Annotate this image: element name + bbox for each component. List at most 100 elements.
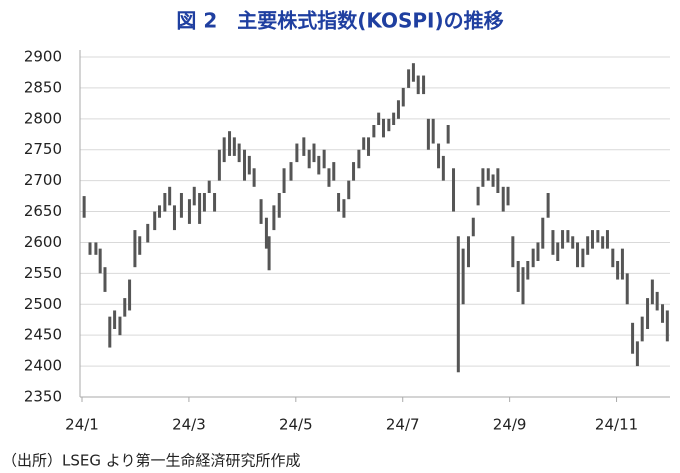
- range-bar: [103, 267, 107, 292]
- range-bar: [213, 193, 217, 212]
- range-bar: [501, 186, 505, 212]
- range-bar: [590, 230, 594, 249]
- range-bar: [337, 193, 341, 212]
- range-bar: [521, 267, 525, 305]
- range-bar: [94, 242, 98, 255]
- range-bar: [88, 242, 92, 255]
- range-bar: [168, 186, 172, 206]
- x-tick-label: 24/3: [172, 416, 206, 434]
- range-bar: [396, 100, 400, 119]
- range-bar: [461, 248, 465, 305]
- range-bar: [381, 118, 385, 138]
- range-bar: [352, 162, 356, 181]
- range-bar: [586, 236, 590, 255]
- range-bar: [228, 131, 232, 156]
- y-tick-label: 2450: [24, 326, 62, 344]
- range-bar: [516, 261, 520, 292]
- range-bar: [222, 137, 226, 163]
- range-bar: [546, 193, 550, 218]
- range-bar: [108, 316, 112, 348]
- range-bar: [367, 137, 371, 156]
- range-bar: [295, 143, 299, 163]
- range-bar: [625, 273, 629, 305]
- range-bar: [401, 87, 405, 107]
- range-bar: [446, 125, 450, 144]
- range-bar: [264, 217, 268, 249]
- range-bar: [98, 248, 102, 274]
- range-bar: [133, 230, 137, 268]
- range-bar: [566, 230, 570, 243]
- source-note: （出所）LSEG より第一生命経済研究所作成: [2, 452, 300, 470]
- range-bar: [172, 205, 176, 231]
- range-bar: [486, 168, 490, 181]
- range-bar: [289, 162, 293, 181]
- y-tick-label: 2400: [24, 357, 62, 375]
- y-tick-label: 2350: [24, 388, 62, 406]
- range-bar: [158, 205, 162, 218]
- y-tick-label: 2500: [24, 295, 62, 313]
- x-tick-label: 24/1: [65, 416, 99, 434]
- range-bar: [237, 143, 241, 163]
- range-bar: [347, 180, 351, 200]
- range-bar: [407, 69, 411, 88]
- y-tick-label: 2800: [24, 109, 62, 127]
- range-bar: [118, 316, 122, 336]
- range-bar: [611, 248, 615, 268]
- range-bar: [511, 236, 515, 268]
- y-tick-label: 2650: [24, 202, 62, 220]
- range-bar: [640, 316, 644, 342]
- range-bar: [437, 143, 441, 169]
- range-bar: [357, 149, 361, 169]
- range-bar: [277, 193, 281, 218]
- y-tick-label: 2700: [24, 171, 62, 189]
- range-bar: [541, 217, 545, 249]
- range-bar: [601, 236, 605, 249]
- range-bar: [581, 248, 585, 268]
- range-bar: [596, 230, 600, 243]
- range-bar: [416, 75, 420, 95]
- range-bar: [556, 242, 560, 261]
- range-bar: [243, 149, 247, 181]
- range-bar: [113, 310, 117, 329]
- range-bar: [259, 199, 263, 224]
- range-bar: [302, 137, 306, 156]
- range-bar: [616, 261, 620, 280]
- y-tick-label: 2850: [24, 78, 62, 96]
- x-tick-label: 24/9: [493, 416, 527, 434]
- range-bar: [327, 168, 331, 187]
- range-bar: [247, 155, 251, 175]
- chart-title: 図 2 主要株式指数(KOSPI)の推移: [176, 9, 503, 33]
- range-bar: [422, 75, 426, 95]
- y-tick-label: 2900: [24, 48, 62, 66]
- range-bar: [531, 248, 535, 268]
- range-bar: [377, 112, 381, 125]
- range-bar: [138, 236, 142, 255]
- range-bar: [332, 162, 336, 181]
- range-bar: [387, 118, 391, 132]
- range-bar: [123, 298, 127, 317]
- range-bar: [655, 291, 659, 311]
- range-bar: [317, 155, 321, 175]
- range-bar: [452, 168, 456, 212]
- x-tick-label: 24/7: [386, 416, 420, 434]
- range-bar: [650, 279, 654, 305]
- range-bar: [661, 304, 665, 323]
- range-bar: [496, 168, 500, 193]
- range-bar: [635, 341, 639, 367]
- x-tick-label: 24/5: [279, 416, 313, 434]
- range-bar: [665, 310, 669, 342]
- range-bar: [282, 168, 286, 193]
- range-bar: [217, 149, 221, 181]
- range-bar: [631, 322, 635, 354]
- range-bar: [312, 143, 316, 163]
- range-bar: [481, 168, 485, 187]
- y-tick-label: 2600: [24, 233, 62, 251]
- range-bar: [441, 155, 445, 181]
- range-bar: [179, 193, 183, 218]
- range-bar: [620, 248, 624, 280]
- range-bar: [252, 168, 256, 187]
- range-bar: [267, 236, 271, 271]
- range-bar: [187, 199, 191, 224]
- range-bar: [551, 230, 555, 255]
- range-bar: [605, 230, 609, 249]
